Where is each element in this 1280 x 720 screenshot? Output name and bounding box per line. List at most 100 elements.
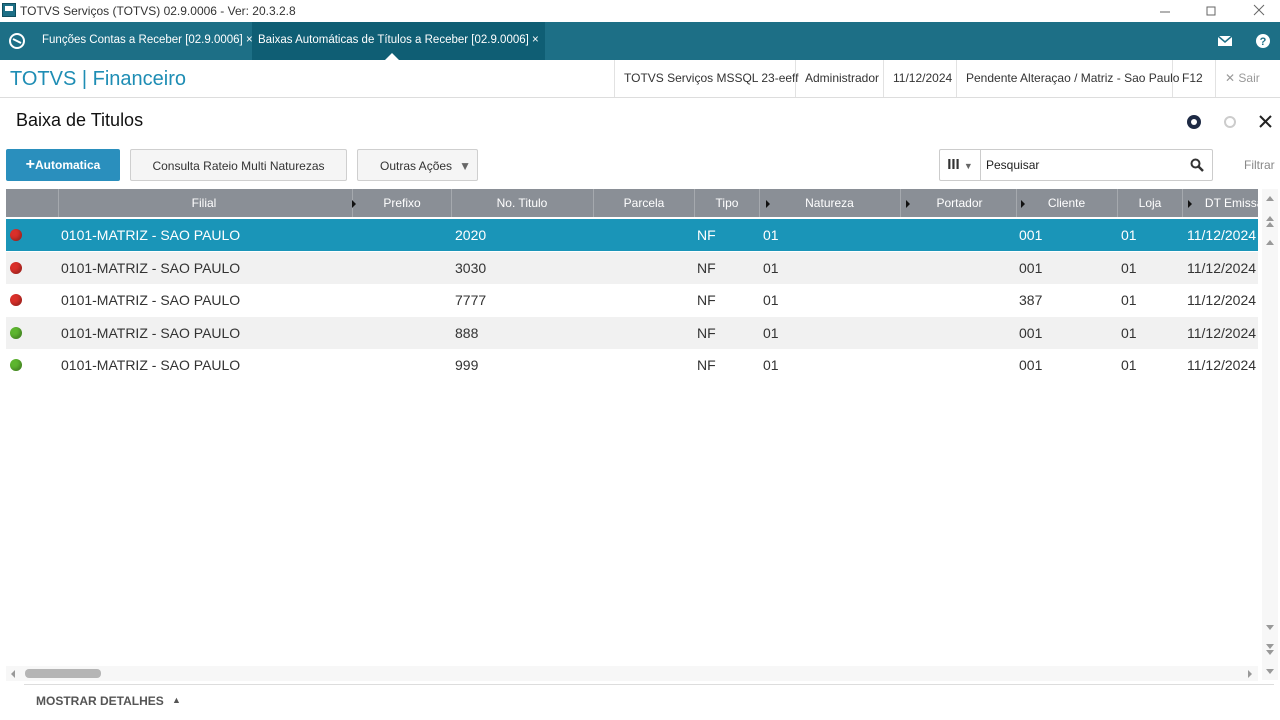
tab[interactable]: Funções Contas a Receber [02.9.0006] × (42, 34, 253, 46)
vertical-scrollbar[interactable] (1262, 189, 1278, 680)
sort-arrow (906, 200, 910, 208)
scroll-track (11, 669, 1252, 678)
status-indicator (10, 326, 22, 339)
cell-filial: 0101-MATRIZ - SAO PAULO (61, 227, 241, 243)
cell-filial: 0101-MATRIZ - SAO PAULO (61, 357, 241, 373)
window-title: TOTVS Serviços (TOTVS) 02.9.0006 - Ver: … (20, 4, 296, 18)
exit-button[interactable]: ✕ Sair (1215, 60, 1269, 97)
cell-filial: 0101-MATRIZ - SAO PAULO (61, 292, 241, 308)
automatic-button[interactable]: +Automatica (6, 149, 120, 181)
window-controls[interactable] (1155, 4, 1275, 18)
status-header (6, 189, 58, 217)
cell-tipo: NF (697, 259, 716, 276)
header-info: Administrador (795, 60, 888, 97)
cell-cliente: 001 (1019, 259, 1043, 276)
row[interactable]: 0101-MATRIZ - SAO PAULO 888 NF 01 001 01 11/12… (6, 316, 1258, 349)
cell-loja: 01 (1121, 259, 1137, 276)
cell-cliente: 001 (1019, 324, 1043, 341)
grid-header: Filial Prefixo No. Titulo Parcela Tipo Nature… (6, 189, 1258, 217)
cell-no-titulo: 3030 (455, 259, 487, 276)
cell-tipo: NF (697, 227, 716, 243)
status-indicator (10, 261, 22, 274)
search-box[interactable]: III ▼ Pesquisar (939, 149, 1213, 181)
header-info[interactable]: F12 (1172, 60, 1212, 97)
status-indicator (10, 359, 22, 371)
cell-natureza: 01 (763, 324, 779, 341)
column-header[interactable]: Tipo (694, 189, 759, 217)
dropdown-button[interactable]: Outras Ações ▼ (357, 149, 478, 181)
cell-filial: 0101-MATRIZ - SAO PAULO (61, 259, 241, 276)
row-selected[interactable]: 0101-MATRIZ - SAO PAULO 2020 NF 01 001 01 11/1… (6, 219, 1258, 251)
scroll-arrows (1266, 196, 1274, 674)
status-indicator (10, 229, 22, 241)
cell-no-titulo: 2020 (455, 227, 487, 243)
cell-cliente: 001 (1019, 357, 1043, 373)
sort-arrow (352, 200, 356, 208)
tab-label: Baixas Automáticas de Títulos a Receber … (258, 34, 529, 46)
row[interactable]: 0101-MATRIZ - SAO PAULO 7777 NF 01 387 01 11/1… (6, 284, 1258, 316)
cell-no-titulo: 999 (455, 357, 479, 373)
cell-dt-emissao: 11/12/2024 (1187, 357, 1257, 373)
column-header[interactable]: Cliente (1016, 189, 1116, 217)
menu-logo[interactable] (9, 33, 25, 49)
cell-loja: 01 (1121, 292, 1137, 308)
cell-no-titulo: 888 (455, 324, 479, 341)
page-actions[interactable] (1185, 113, 1275, 131)
column-header[interactable]: Loja (1117, 189, 1182, 217)
cell-tipo: NF (697, 292, 716, 308)
column-header[interactable]: Natureza (759, 189, 899, 217)
details-bar[interactable]: MOSTRAR DETALHES ▲ (24, 684, 1274, 717)
column-header[interactable]: DT Emissao (1182, 189, 1258, 217)
cell-cliente: 001 (1019, 227, 1043, 243)
window-titlebar: TOTVS Serviços (TOTVS) 02.9.0006 - Ver: … (0, 0, 1280, 22)
column-header[interactable]: Portador (900, 189, 1018, 217)
search-placeholder: Pesquisar (986, 158, 1040, 172)
tab-indicator (385, 53, 399, 60)
cell-loja: 01 (1121, 227, 1137, 243)
sort-arrow (1188, 200, 1192, 208)
header-info: Pendente Alteraçao / Matriz - Sao Paulo (956, 60, 1188, 97)
tab-label: Funções Contas a Receber [02.9.0006] (42, 34, 243, 46)
header-info: 11/12/2024 (883, 60, 961, 97)
horizontal-scrollbar[interactable] (6, 666, 1258, 681)
cell-natureza: 01 (763, 227, 779, 243)
exit-label: Sair (1238, 71, 1260, 85)
column-header[interactable]: No. Titulo (451, 189, 592, 217)
svg-text:?: ? (1260, 36, 1267, 48)
column-header[interactable]: Parcela (593, 189, 694, 217)
button-label: Automatica (35, 158, 101, 172)
help-icon[interactable]: ? (1255, 33, 1271, 49)
cell-loja: 01 (1121, 324, 1137, 341)
data-grid: Filial Prefixo No. Titulo Parcela Tipo Nature… (6, 189, 1258, 665)
brand: TOTVS | Financeiro (10, 68, 186, 90)
sort-arrow (766, 200, 770, 208)
cell-filial: 0101-MATRIZ - SAO PAULO (61, 324, 241, 341)
cell-cliente: 387 (1019, 292, 1043, 308)
app-icon (2, 3, 16, 17)
cell-natureza: 01 (763, 292, 779, 308)
cell-no-titulo: 7777 (455, 292, 487, 308)
cell-loja: 01 (1121, 357, 1137, 373)
tab-bar: Funções Contas a Receber [02.9.0006] × B… (0, 22, 1280, 60)
button-label: Outras Ações (380, 159, 453, 173)
cell-dt-emissao: 11/12/2024 (1187, 259, 1257, 276)
tab-active[interactable]: Baixas Automáticas de Títulos a Receber … (252, 22, 545, 60)
cell-natureza: 01 (763, 357, 779, 373)
search-icon (1190, 158, 1204, 172)
filter-link[interactable]: Filtrar (1244, 158, 1275, 172)
app-header: TOTVS | Financeiro TOTVS Serviços MSSQL … (0, 60, 1280, 98)
column-header[interactable]: Filial (58, 189, 349, 217)
cell-dt-emissao: 11/12/2024 (1187, 324, 1257, 341)
details-toggle: MOSTRAR DETALHES (36, 694, 164, 708)
column-header[interactable]: Prefixo (352, 189, 451, 217)
status-indicator (10, 294, 22, 306)
mail-icon[interactable] (1217, 34, 1233, 48)
row[interactable]: 0101-MATRIZ - SAO PAULO 3030 NF 01 001 01 11/1… (6, 251, 1258, 284)
row[interactable]: 0101-MATRIZ - SAO PAULO 999 NF 01 001 01 11/12… (6, 349, 1258, 381)
sort-arrow (1021, 200, 1025, 208)
page-title: Baixa de Titulos (16, 110, 144, 130)
button[interactable]: Consulta Rateio Multi Naturezas (130, 149, 347, 181)
cell-tipo: NF (697, 357, 716, 373)
column-selector[interactable]: III ▼ (940, 150, 981, 180)
